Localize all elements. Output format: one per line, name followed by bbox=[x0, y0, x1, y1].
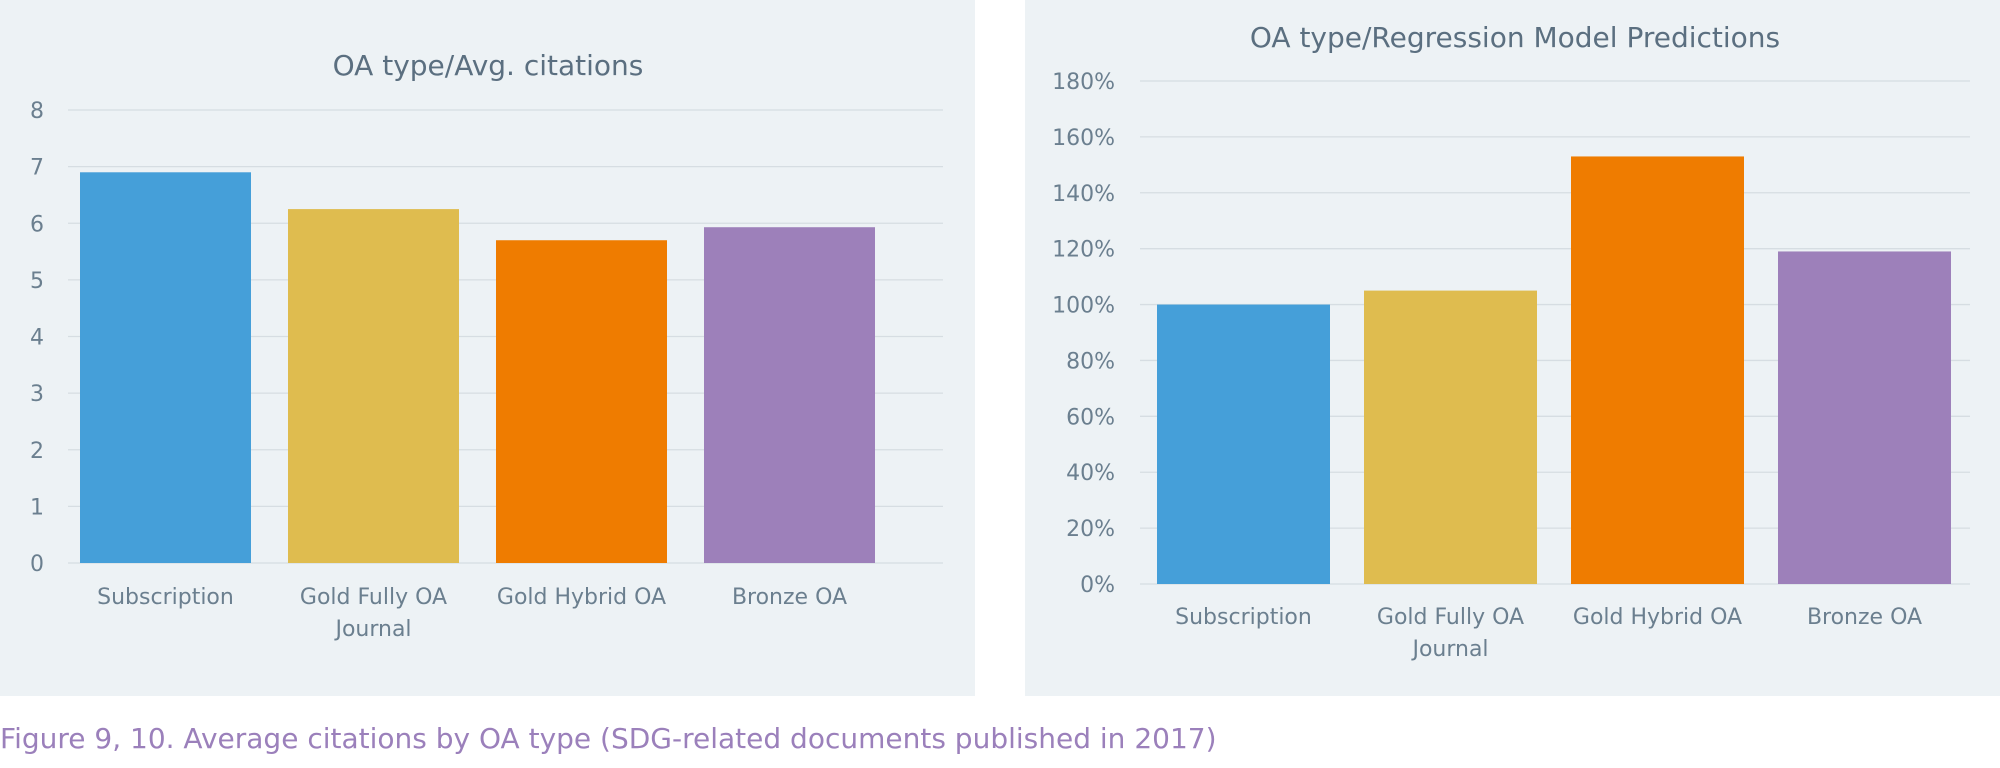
chart-title: OA type/Regression Model Predictions bbox=[1250, 21, 1780, 54]
x-category-label: Subscription bbox=[97, 585, 234, 610]
bar-gold-hybrid-oa bbox=[496, 240, 667, 564]
x-category-label: Bronze OA bbox=[1807, 605, 1922, 630]
bar-gold-hybrid-oa bbox=[1571, 156, 1744, 584]
y-tick-label: 100% bbox=[1052, 294, 1115, 319]
y-tick-label: 1 bbox=[30, 495, 44, 520]
chart-title: OA type/Avg. citations bbox=[333, 49, 644, 82]
x-category-label: Gold Hybrid OA bbox=[1573, 605, 1742, 630]
y-tick-label: 7 bbox=[30, 156, 44, 181]
y-tick-label: 5 bbox=[30, 269, 44, 294]
x-category-label: Bronze OA bbox=[732, 585, 847, 610]
bar-bronze-oa bbox=[704, 227, 875, 563]
y-tick-label: 40% bbox=[1066, 461, 1115, 486]
left-chart-panel: OA type/Avg. citations 0 1 2 3 4 5 6 7 8 Subscript… bbox=[0, 0, 975, 696]
bar-subscription bbox=[1157, 304, 1330, 584]
y-tick-label: 8 bbox=[30, 99, 44, 124]
figure-caption: Figure 9, 10. Average citations by OA ty… bbox=[0, 722, 1217, 755]
bar-gold-fully-oa-journal bbox=[288, 209, 459, 563]
y-tick-label: 0% bbox=[1080, 573, 1115, 598]
y-tick-label: 120% bbox=[1052, 238, 1115, 263]
y-tick-label: 6 bbox=[30, 212, 44, 237]
y-tick-label: 0 bbox=[30, 552, 44, 577]
y-tick-label: 4 bbox=[30, 326, 44, 351]
y-tick-label: 60% bbox=[1066, 405, 1115, 430]
x-category-label: Journal bbox=[333, 617, 411, 642]
y-tick-label: 160% bbox=[1052, 126, 1115, 151]
x-category-label: Subscription bbox=[1175, 605, 1312, 630]
right-chart-panel: OA type/Regression Model Predictions 0% 20… bbox=[1025, 0, 2000, 696]
bar-gold-fully-oa-journal bbox=[1364, 290, 1537, 584]
y-tick-label: 3 bbox=[30, 382, 44, 407]
right-chart: OA type/Regression Model Predictions 0% 20… bbox=[1052, 21, 1970, 662]
x-category-label: Gold Hybrid OA bbox=[497, 585, 666, 610]
bar-subscription bbox=[80, 172, 251, 563]
x-category-label: Gold Fully OA bbox=[1377, 605, 1524, 630]
y-tick-label: 20% bbox=[1066, 517, 1115, 542]
left-chart: OA type/Avg. citations 0 1 2 3 4 5 6 7 8 Subscript… bbox=[30, 49, 943, 642]
x-category-label: Journal bbox=[1410, 637, 1488, 662]
y-tick-label: 180% bbox=[1052, 70, 1115, 95]
x-category-label: Gold Fully OA bbox=[300, 585, 447, 610]
y-tick-label: 2 bbox=[30, 439, 44, 464]
y-tick-label: 80% bbox=[1066, 349, 1115, 374]
bar-bronze-oa bbox=[1778, 251, 1951, 584]
y-tick-label: 140% bbox=[1052, 182, 1115, 207]
